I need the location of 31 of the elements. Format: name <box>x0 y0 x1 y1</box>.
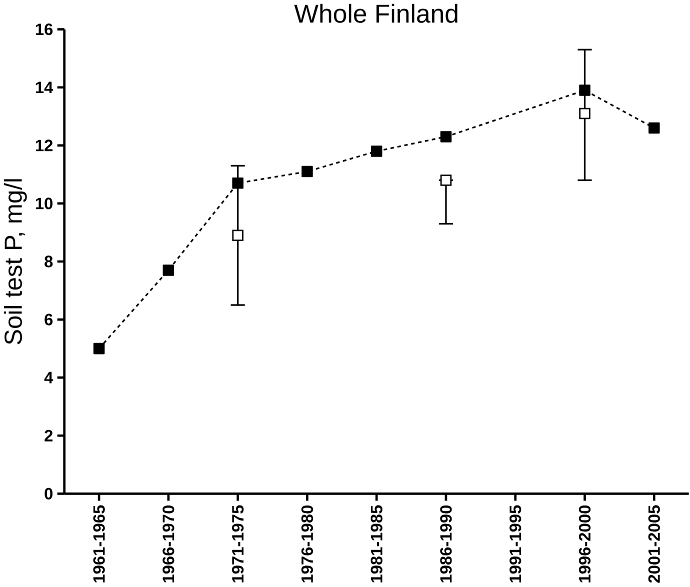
y-tick-label: 2 <box>44 430 53 442</box>
point <box>579 108 590 119</box>
point <box>93 342 105 354</box>
chart-title: Whole Finland <box>294 4 458 23</box>
x-tick-label: 1971-1975 <box>232 505 244 582</box>
y-tick-label: 12 <box>36 140 53 152</box>
point <box>440 130 452 142</box>
point <box>162 264 174 276</box>
y-tick-label: 16 <box>36 23 53 36</box>
y-tick-label: 6 <box>44 314 53 326</box>
x-tick-label: 1986-1990 <box>440 505 452 582</box>
point <box>232 177 244 189</box>
y-tick-label: 4 <box>44 372 54 384</box>
y-tick-label: 8 <box>44 256 53 268</box>
x-tick-label: 1976-1980 <box>301 505 314 582</box>
point <box>302 166 313 178</box>
y-tick-label: 0 <box>44 488 53 500</box>
point <box>440 174 452 186</box>
x-tick-label: 1981-1985 <box>370 505 382 582</box>
y-tick-label: 10 <box>36 198 53 210</box>
x-tick-label: 1961-1965 <box>93 505 105 582</box>
point <box>648 122 660 134</box>
point <box>370 145 382 157</box>
x-tick-label: 1996-2000 <box>578 505 591 582</box>
x-tick-label: 1966-1970 <box>162 505 174 582</box>
x-tick-label: 2001-2005 <box>648 505 660 583</box>
point <box>579 84 590 96</box>
y-axis-title: Soil test P, mg/l <box>4 179 27 344</box>
point <box>232 230 244 241</box>
y-tick-label: 14 <box>36 82 54 93</box>
x-tick-label: 1991-1995 <box>510 505 522 582</box>
